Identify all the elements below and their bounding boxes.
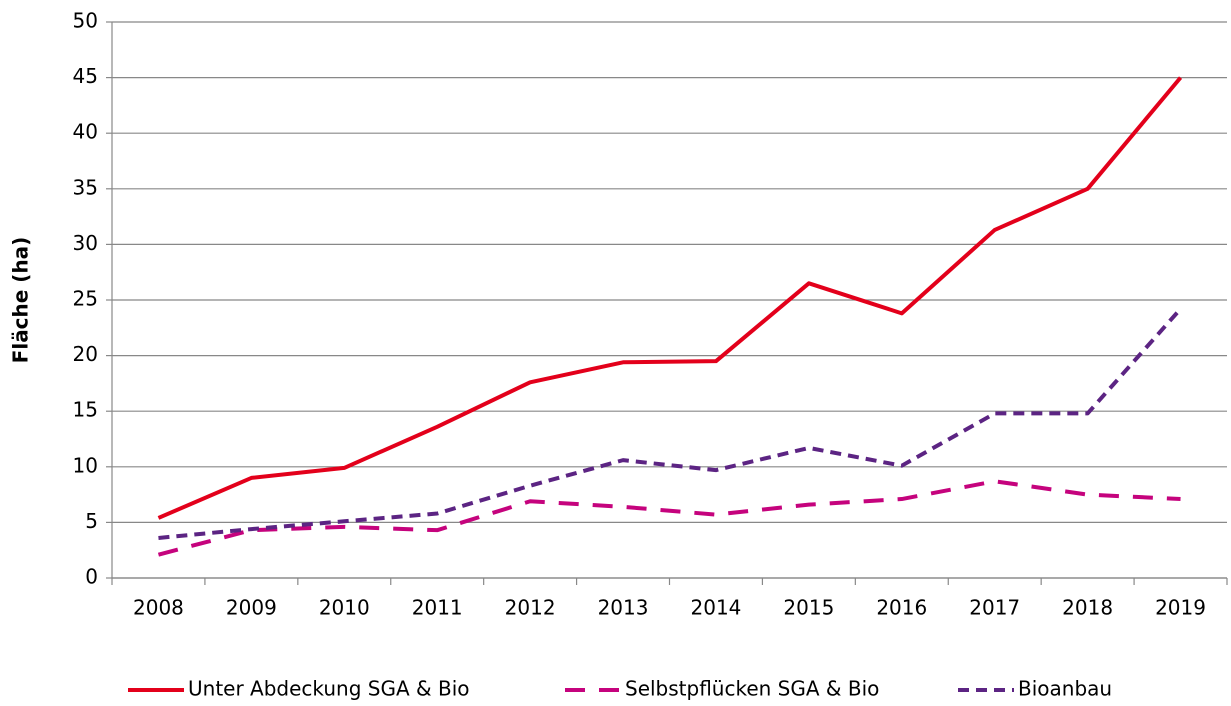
y-tick-label: 0 (85, 565, 98, 589)
x-tick-label: 2014 (691, 596, 742, 620)
y-tick-label: 20 (73, 342, 98, 366)
y-tick-label: 15 (73, 398, 98, 422)
x-tick-label: 2011 (412, 596, 463, 620)
legend-label: Unter Abdeckung SGA & Bio (188, 677, 469, 701)
x-tick-label: 2016 (876, 596, 927, 620)
x-tick-label: 2008 (133, 596, 184, 620)
y-tick-label: 30 (73, 231, 98, 255)
y-tick-label: 10 (73, 453, 98, 477)
y-tick-label: 35 (73, 175, 98, 199)
x-tick-label: 2009 (226, 596, 277, 620)
series-line (157, 479, 1181, 557)
x-tick-label: 2019 (1155, 596, 1206, 620)
x-tick-label: 2017 (969, 596, 1020, 620)
legend-label: Selbstpflücken SGA & Bio (625, 677, 879, 701)
x-tick-label: 2018 (1062, 596, 1113, 620)
y-tick-label: 50 (73, 9, 98, 33)
legend-label: Bioanbau (1018, 677, 1112, 701)
x-tick-label: 2012 (505, 596, 556, 620)
y-tick-label: 25 (73, 287, 98, 311)
series-line (158, 307, 1183, 540)
y-tick-label: 45 (73, 64, 98, 88)
y-tick-label: 40 (73, 120, 98, 144)
x-tick-label: 2015 (783, 596, 834, 620)
x-tick-label: 2010 (319, 596, 370, 620)
y-axis-label: Fläche (ha) (9, 237, 33, 364)
x-tick-label: 2013 (598, 596, 649, 620)
y-tick-label: 5 (85, 509, 98, 533)
series-line (157, 76, 1183, 520)
